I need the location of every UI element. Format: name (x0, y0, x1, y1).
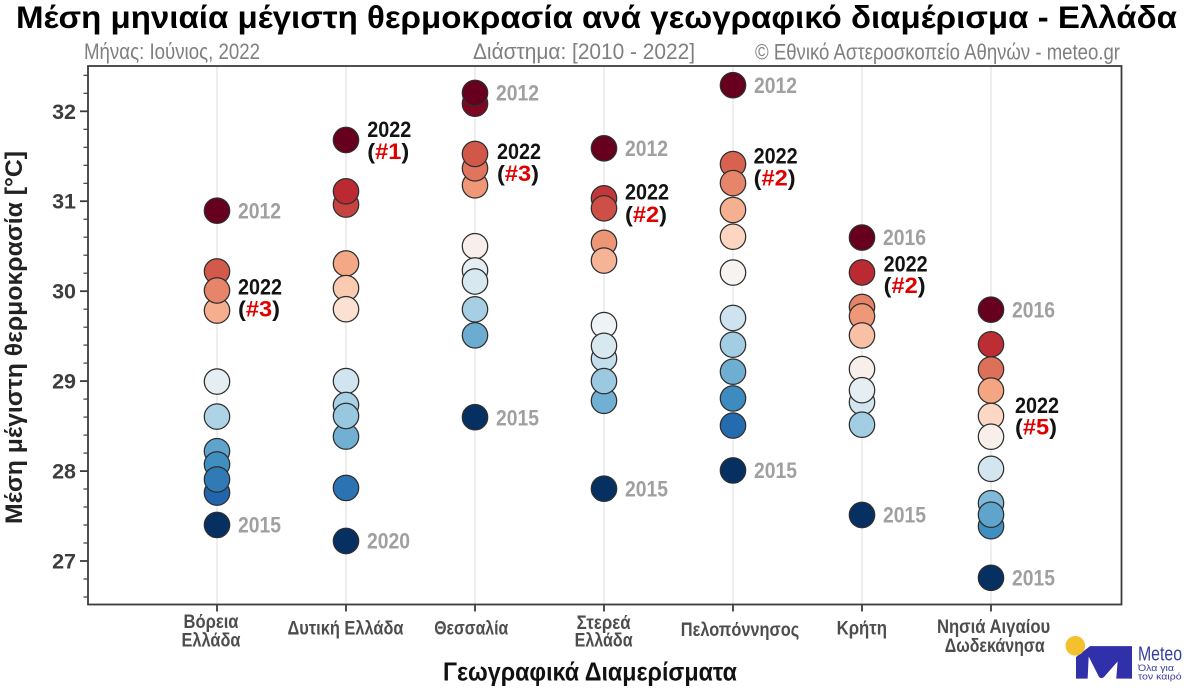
svg-text:2022: 2022 (367, 117, 411, 142)
svg-text:2022: 2022 (238, 275, 282, 300)
svg-text:2022: 2022 (884, 252, 928, 277)
svg-text:Μήνας: Ιούνιος, 2022: Μήνας: Ιούνιος, 2022 (84, 39, 260, 64)
svg-text:2022: 2022 (1015, 393, 1059, 418)
svg-text:(#2): (#2) (884, 273, 926, 298)
svg-text:(#3): (#3) (238, 297, 280, 322)
svg-text:2016: 2016 (883, 225, 926, 250)
svg-text:2016: 2016 (1012, 297, 1055, 322)
svg-text:2015: 2015 (883, 503, 926, 528)
svg-text:27: 27 (52, 550, 76, 574)
svg-text:2015: 2015 (754, 458, 797, 483)
svg-text:(#3): (#3) (497, 161, 539, 186)
svg-text:Γεωγραφικά Διαμερίσματα: Γεωγραφικά Διαμερίσματα (443, 657, 737, 687)
svg-text:(#2): (#2) (754, 166, 796, 191)
svg-text:2012: 2012 (625, 136, 668, 161)
svg-text:(#2): (#2) (625, 202, 667, 227)
svg-text:2015: 2015 (238, 513, 281, 538)
svg-text:© Εθνικό Αστεροσκοπείο Αθηνών: © Εθνικό Αστεροσκοπείο Αθηνών - meteo.gr (755, 39, 1120, 64)
svg-text:Όλα για: Όλα για (1137, 663, 1175, 674)
svg-text:32: 32 (52, 100, 76, 124)
svg-text:30: 30 (52, 280, 76, 304)
svg-text:Πελοπόννησος: Πελοπόννησος (681, 620, 800, 641)
svg-text:2015: 2015 (1012, 565, 1055, 590)
svg-text:(#1): (#1) (367, 139, 409, 164)
svg-text:2015: 2015 (625, 477, 668, 502)
svg-text:τον καιρό: τον καιρό (1138, 671, 1182, 682)
svg-text:Θεσσαλία: Θεσσαλία (434, 619, 508, 640)
svg-text:2022: 2022 (497, 139, 541, 164)
svg-text:2022: 2022 (754, 144, 798, 169)
svg-text:2015: 2015 (496, 406, 539, 431)
svg-text:2012: 2012 (238, 198, 281, 223)
svg-text:(#5): (#5) (1015, 415, 1057, 440)
svg-text:2012: 2012 (496, 81, 539, 106)
svg-text:2020: 2020 (367, 529, 410, 554)
svg-text:Κρήτη: Κρήτη (837, 619, 887, 640)
svg-text:29: 29 (52, 370, 76, 394)
svg-text:Μέση μηνιαία μέγιστη θερμοκρασ: Μέση μηνιαία μέγιστη θερμοκρασία ανά γεω… (16, 0, 1178, 35)
svg-text:2022: 2022 (625, 180, 669, 205)
svg-text:Meteo: Meteo (1138, 644, 1182, 666)
svg-text:Διάστημα: [2010 - 2022]: Διάστημα: [2010 - 2022] (473, 39, 695, 64)
svg-text:2012: 2012 (754, 73, 797, 98)
svg-text:Μέση μέγιστη θερμοκρασία [°C]: Μέση μέγιστη θερμοκρασία [°C] (1, 151, 28, 524)
svg-text:28: 28 (52, 460, 76, 484)
svg-text:31: 31 (52, 190, 76, 214)
svg-text:Δυτική Ελλάδα: Δυτική Ελλάδα (288, 619, 404, 640)
